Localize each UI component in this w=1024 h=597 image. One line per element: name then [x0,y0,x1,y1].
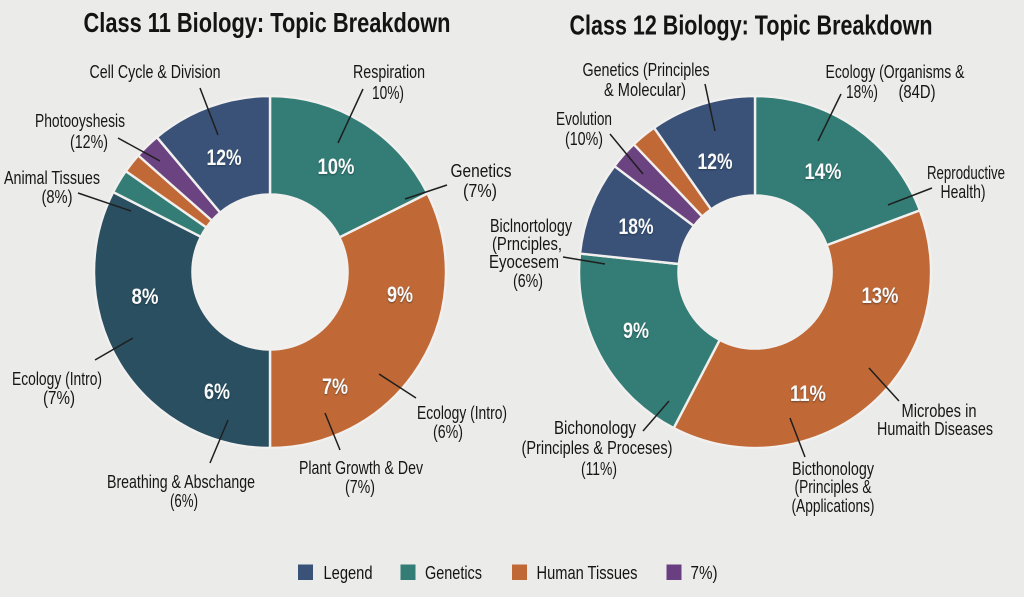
svg-text:(7%): (7%) [43,387,75,408]
svg-text:12%: 12% [207,145,242,170]
svg-text:(12%): (12%) [70,131,108,152]
svg-text:(84D): (84D) [899,81,936,102]
svg-text:Reproductive: Reproductive [927,162,1005,183]
svg-text:(7%): (7%) [463,180,497,201]
svg-text:(7%): (7%) [345,476,375,497]
svg-text:Bicthonology: Bicthonology [792,458,875,479]
svg-text:(8%): (8%) [42,186,73,207]
svg-text:(6%): (6%) [170,490,198,511]
svg-text:9%: 9% [387,282,413,307]
svg-text:18%: 18% [619,214,654,239]
svg-text:(6%): (6%) [433,421,463,442]
svg-text:11%: 11% [790,381,826,406]
svg-text:13%: 13% [862,283,899,308]
svg-text:Bichonology: Bichonology [554,417,637,438]
svg-text:Respiration: Respiration [353,61,425,82]
svg-text:Photooyshesis: Photooyshesis [35,110,125,131]
svg-text:(6%): (6%) [513,270,543,291]
svg-text:8%: 8% [132,284,159,309]
svg-text:(Principles &: (Principles & [795,476,872,497]
svg-text:Evolution: Evolution [556,108,612,129]
svg-text:Class 11 Biology: Topic Breakd: Class 11 Biology: Topic Breakdown [84,7,451,38]
svg-text:7%: 7% [322,374,348,399]
svg-text:Plant Growth & Dev: Plant Growth & Dev [299,457,424,478]
svg-text:Biclnortology: Biclnortology [490,215,573,236]
svg-text:Class 12 Biology: Topic Breakd: Class 12 Biology: Topic Breakdown [570,10,933,41]
svg-text:Ecology (Intro): Ecology (Intro) [12,368,102,389]
svg-text:(11%): (11%) [581,458,617,479]
svg-text:& Molecular): & Molecular) [604,79,686,100]
svg-text:(10%): (10%) [565,128,603,149]
svg-text:Human Tissues: Human Tissues [537,563,638,583]
svg-text:18%): 18%) [846,81,878,102]
svg-text:Microbes in: Microbes in [902,400,977,421]
svg-text:Genetics: Genetics [425,563,482,583]
svg-text:(Applications): (Applications) [792,495,875,516]
svg-text:Genetics (Principles: Genetics (Principles [583,59,710,80]
svg-text:Animal Tissues: Animal Tissues [4,167,100,188]
svg-text:7%): 7%) [691,563,718,583]
svg-text:6%: 6% [204,379,230,404]
svg-text:Legend: Legend [324,563,373,583]
svg-text:Humaith Diseases: Humaith Diseases [877,418,993,439]
svg-text:Ecology (Intro): Ecology (Intro) [417,402,507,423]
svg-text:Cell Cycle & Division: Cell Cycle & Division [90,61,221,82]
svg-text:14%: 14% [805,159,842,184]
svg-text:10%: 10% [318,154,355,179]
svg-text:9%: 9% [623,318,649,343]
svg-text:Genetics: Genetics [451,160,512,181]
svg-text:(Prnciples,: (Prnciples, [492,233,562,254]
svg-text:Eyocesem: Eyocesem [489,251,559,272]
svg-text:Health): Health) [941,181,986,202]
svg-text:12%: 12% [698,149,733,174]
svg-text:(Principles & Proceses): (Principles & Proceses) [522,437,673,458]
svg-text:Breathing & Abschange: Breathing & Abschange [107,471,255,492]
svg-text:10%): 10%) [372,82,404,103]
svg-text:Ecology (Organisms &: Ecology (Organisms & [826,61,965,82]
